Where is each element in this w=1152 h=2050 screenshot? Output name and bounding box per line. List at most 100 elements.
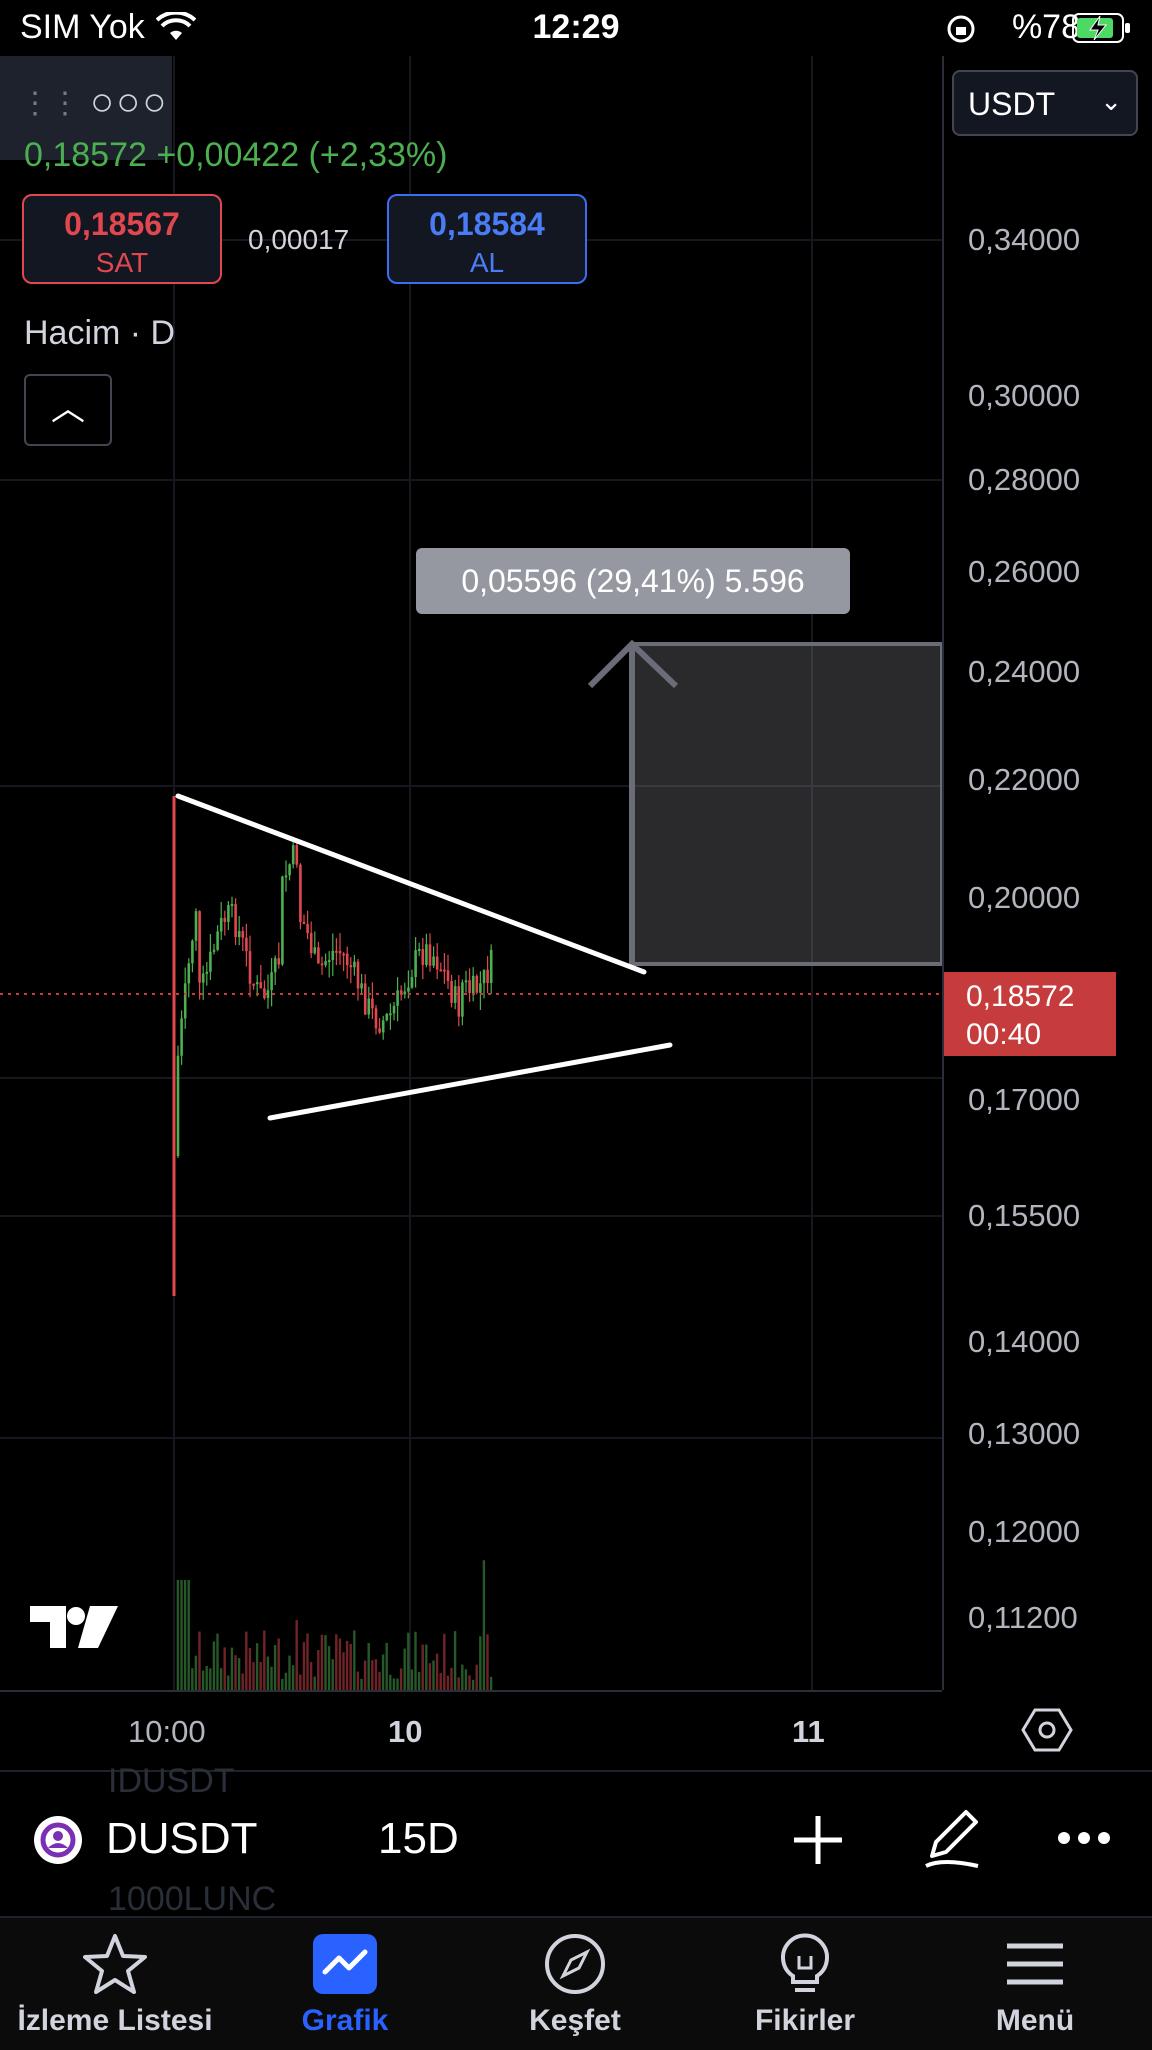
- nav-watchlist[interactable]: İzleme Listesi: [0, 1918, 230, 2050]
- price-chart[interactable]: [0, 56, 942, 1690]
- volume-bar: [237, 1658, 241, 1690]
- volume-bar: [176, 1580, 180, 1690]
- symbol-name-button[interactable]: DUSDT: [106, 1814, 258, 1863]
- volume-bar: [360, 1678, 363, 1690]
- candle: [230, 904, 234, 907]
- volume-bar: [320, 1634, 324, 1690]
- menu-icon: [1007, 1943, 1063, 1985]
- chart-settings-icon[interactable]: [1020, 1705, 1074, 1755]
- last-price-tag: 0,18572 00:40: [944, 972, 1116, 1056]
- volume-bar: [263, 1630, 266, 1690]
- volume-bar: [464, 1669, 468, 1690]
- candle: [385, 1013, 389, 1021]
- volume-bar: [212, 1641, 216, 1690]
- add-icon[interactable]: [790, 1812, 846, 1868]
- volume-bar: [450, 1667, 453, 1690]
- price-tick: 0,24000: [968, 654, 1081, 689]
- volume-bar: [302, 1642, 306, 1690]
- volume-bar: [248, 1647, 252, 1690]
- candle: [349, 965, 353, 968]
- candle: [417, 949, 421, 952]
- chevron-up-icon: ︿: [51, 390, 85, 428]
- candle: [327, 960, 331, 963]
- candle: [291, 845, 295, 865]
- volume-bar: [489, 1676, 493, 1690]
- interval-button[interactable]: 15D: [378, 1814, 459, 1863]
- candle: [245, 937, 248, 952]
- compass-icon: [545, 1934, 605, 1994]
- status-bar: SIM Yok 12:29 %78: [0, 0, 1152, 56]
- price-tick: 0,12000: [968, 1514, 1081, 1549]
- more-options-icon[interactable]: [1056, 1828, 1112, 1848]
- candle: [180, 1018, 183, 1056]
- candle: [227, 905, 230, 922]
- last-price: 0,18572: [966, 980, 1075, 1013]
- drag-handle[interactable]: ⋮⋮ ○○○: [0, 56, 172, 160]
- candle: [288, 864, 291, 876]
- nav-menu[interactable]: Menü: [920, 1918, 1150, 2050]
- volume-bar: [363, 1660, 367, 1690]
- price-tick: 0,13000: [968, 1416, 1081, 1451]
- lower-trendline: [267, 1042, 673, 1121]
- price-tick: 0,14000: [968, 1324, 1081, 1359]
- volume-bar: [338, 1638, 342, 1690]
- candle: [486, 969, 489, 983]
- volume-bar: [389, 1674, 392, 1690]
- buy-label: AL: [469, 247, 505, 278]
- candle: [432, 956, 435, 966]
- time-tick: 10:00: [128, 1714, 206, 1749]
- candle: [234, 904, 237, 938]
- volume-bar: [288, 1655, 291, 1690]
- buy-button[interactable]: 0,18584 AL: [387, 194, 587, 284]
- volume-bar: [191, 1668, 194, 1690]
- price-tick: 0,34000: [968, 222, 1081, 257]
- candle: [425, 944, 428, 965]
- candle: [191, 940, 194, 964]
- candle: [468, 980, 471, 994]
- candle: [194, 911, 198, 941]
- nav-label: İzleme Listesi: [17, 2004, 213, 2037]
- nav-chart[interactable]: Grafik: [230, 1918, 460, 2050]
- candle: [410, 977, 414, 988]
- candle: [201, 973, 205, 983]
- measure-tool[interactable]: [587, 639, 942, 966]
- nav-explore[interactable]: Keşfet: [460, 1918, 690, 2050]
- volume-bar: [374, 1659, 378, 1690]
- volume-bar: [414, 1631, 417, 1690]
- clock: 12:29: [532, 8, 620, 46]
- chart-canvas[interactable]: [0, 56, 942, 1690]
- candle: [374, 1008, 378, 1029]
- volume-bar: [425, 1644, 428, 1690]
- volume-bar: [291, 1665, 295, 1690]
- volume-bar: [313, 1676, 316, 1690]
- candle: [259, 982, 263, 989]
- time-axis[interactable]: 10:00 10 11: [0, 1690, 942, 1772]
- price-axis[interactable]: 0,34000 0,30000 0,28000 0,26000 0,24000 …: [942, 56, 1152, 1690]
- triangle-trendlines: [175, 793, 673, 1121]
- sell-button[interactable]: 0,18567 SAT: [22, 194, 222, 284]
- tradingview-logo-icon: [30, 1606, 118, 1648]
- candle: [360, 983, 363, 989]
- volume-bar: [407, 1632, 410, 1690]
- volume-bar: [255, 1643, 259, 1690]
- candle: [241, 931, 245, 938]
- nav-ideas[interactable]: Fikirler: [690, 1918, 920, 2050]
- candle: [479, 983, 482, 993]
- currency-select[interactable]: USDT ⌄: [952, 70, 1138, 136]
- drawing-pen-icon[interactable]: [922, 1806, 982, 1870]
- sell-label: SAT: [95, 247, 149, 278]
- collapse-button[interactable]: ︿: [24, 374, 112, 446]
- more-icon[interactable]: ○○○: [90, 80, 169, 124]
- volume-bar: [410, 1669, 414, 1690]
- volume-bar: [180, 1580, 183, 1690]
- volume-bar: [417, 1672, 421, 1690]
- volume-bar: [209, 1668, 212, 1690]
- volume-bar: [317, 1649, 320, 1690]
- volume-bar: [281, 1678, 284, 1690]
- candle: [392, 1005, 396, 1014]
- symbol-toolbar: [0, 1770, 1152, 1918]
- carrier-label: SIM Yok: [20, 8, 145, 46]
- volume-indicator-label[interactable]: Hacim · D: [24, 314, 176, 352]
- candle: [435, 956, 439, 970]
- volume-bar: [234, 1655, 237, 1690]
